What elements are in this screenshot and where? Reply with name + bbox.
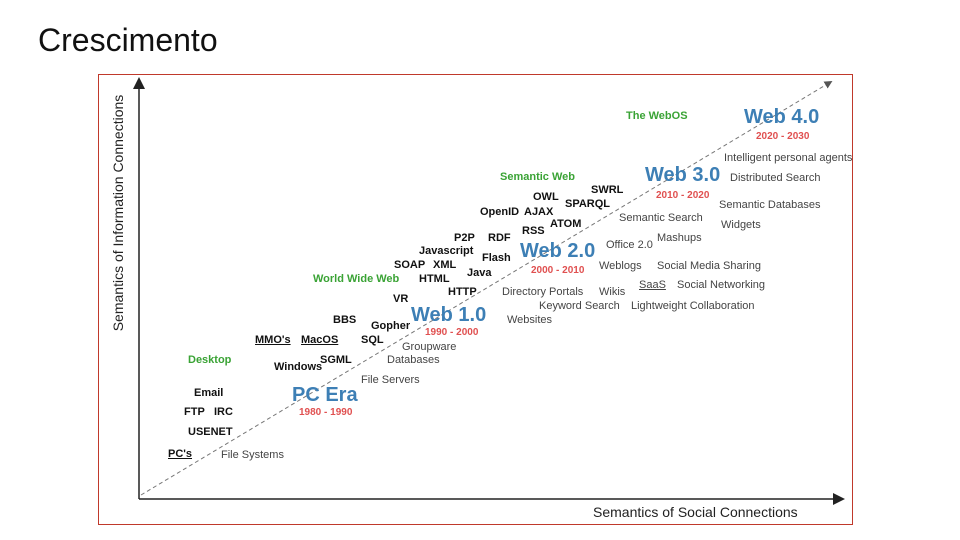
diagram-axes: [133, 77, 845, 505]
tech-mmos: MMO's: [255, 334, 291, 346]
era-web2: Web 2.0: [520, 240, 596, 262]
app-social-networking: Social Networking: [677, 279, 766, 291]
app-groupware: Groupware: [402, 341, 457, 353]
app-lightweight-collab: Lightweight Collaboration: [631, 300, 755, 312]
era-pc-years: 1980 - 1990: [299, 407, 353, 418]
tech-soap: SOAP: [394, 259, 426, 271]
tech-vr: VR: [393, 293, 409, 305]
era-web3: Web 3.0: [645, 164, 721, 186]
tech-openid: OpenID: [480, 206, 520, 218]
growth-trend-line: [140, 80, 833, 496]
tech-bbs: BBS: [333, 314, 357, 326]
tech-html: HTML: [419, 273, 450, 285]
tech-irc: IRC: [214, 406, 233, 418]
app-social-media-sharing: Social Media Sharing: [657, 260, 761, 272]
tech-java: Java: [467, 267, 492, 279]
milestone-desktop: Desktop: [188, 354, 232, 366]
tech-ftp: FTP: [184, 406, 205, 418]
era-web1-years: 1990 - 2000: [425, 327, 479, 338]
era-pc: PC Era: [292, 384, 358, 406]
app-directory-portals: Directory Portals: [502, 286, 584, 298]
app-databases: Databases: [387, 354, 440, 366]
app-wikis: Wikis: [599, 286, 626, 298]
app-widgets: Widgets: [721, 219, 761, 231]
era-web3-years: 2010 - 2020: [656, 190, 710, 201]
app-file-servers: File Servers: [361, 374, 420, 386]
slide-title: Crescimento: [38, 22, 218, 58]
tech-rdf: RDF: [488, 232, 511, 244]
app-office20: Office 2.0: [606, 239, 653, 251]
tech-javascript: Javascript: [419, 245, 474, 257]
milestone-www: World Wide Web: [313, 273, 400, 285]
tech-ajax: AJAX: [524, 206, 554, 218]
tech-flash: Flash: [482, 252, 511, 264]
era-web4: Web 4.0: [744, 106, 820, 128]
tech-sgml: SGML: [320, 354, 352, 366]
app-semantic-search: Semantic Search: [619, 212, 703, 224]
tech-http: HTTP: [448, 286, 477, 298]
tech-p2p: P2P: [454, 232, 475, 244]
app-file-systems: File Systems: [221, 449, 284, 461]
era-web4-years: 2020 - 2030: [756, 131, 810, 142]
tech-pcs: PC's: [168, 448, 193, 460]
tech-sparql: SPARQL: [565, 198, 611, 210]
tech-sql: SQL: [361, 334, 384, 346]
app-intelligent-agents: Intelligent personal agents: [724, 152, 853, 164]
era-web1: Web 1.0: [411, 304, 487, 326]
tech-gopher: Gopher: [371, 320, 411, 332]
web-evolution-diagram: Semantics of Information Connections Sem…: [98, 74, 853, 525]
app-mashups: Mashups: [657, 232, 702, 244]
milestone-webos: The WebOS: [626, 110, 688, 122]
tech-swrl: SWRL: [591, 184, 624, 196]
app-websites: Websites: [507, 314, 553, 326]
x-axis-label: Semantics of Social Connections: [593, 504, 798, 520]
tech-rss: RSS: [522, 225, 545, 237]
app-semantic-databases: Semantic Databases: [719, 199, 821, 211]
y-axis-label: Semantics of Information Connections: [110, 94, 126, 332]
app-distributed-search: Distributed Search: [730, 172, 821, 184]
tech-macos: MacOS: [301, 334, 339, 346]
app-saas: SaaS: [639, 279, 666, 291]
app-weblogs: Weblogs: [599, 260, 642, 272]
tech-usenet: USENET: [188, 426, 233, 438]
app-keyword-search: Keyword Search: [539, 300, 620, 312]
tech-windows: Windows: [274, 361, 323, 373]
era-web2-years: 2000 - 2010: [531, 265, 585, 276]
tech-email: Email: [194, 387, 224, 399]
tech-atom: ATOM: [550, 218, 582, 230]
milestone-semantic-web: Semantic Web: [500, 171, 575, 183]
tech-xml: XML: [433, 259, 457, 271]
tech-owl: OWL: [533, 191, 559, 203]
